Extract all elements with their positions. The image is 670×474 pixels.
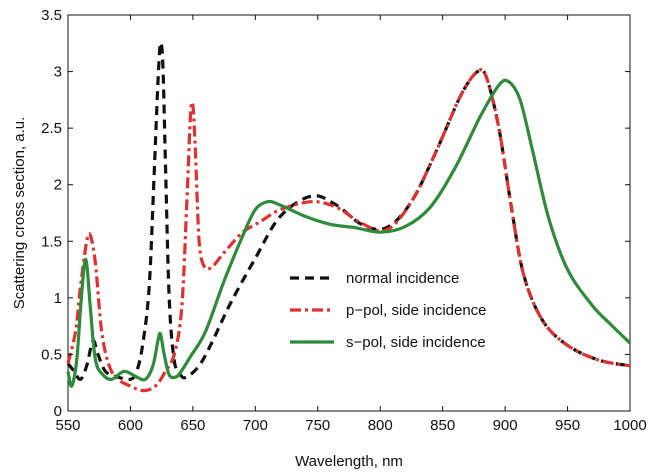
y-axis-ticks: 0 0.5 1 1.5 2 2.5 3 3.5 [41,7,630,420]
series-line-2 [66,68,631,393]
legend-label-1: normal incidence [346,270,459,287]
series-line-3 [66,78,632,388]
x-tick-label: 750 [305,417,330,434]
x-tick-label: 550 [55,417,80,434]
x-tick-label: 900 [493,417,518,434]
legend: normal incidence p−pol, side incidence s−p… [290,270,487,351]
x-tick-label: 700 [243,417,268,434]
y-tick-label: 0 [54,403,62,420]
plot-area [66,14,632,412]
y-tick-label: 1 [54,290,62,307]
y-tick-label: 1.5 [41,233,62,250]
legend-label-3: s−pol, side incidence [346,334,486,351]
y-axis-title: Scattering cross section, a.u. [11,117,28,310]
y-tick-label: 3.5 [41,7,62,24]
x-tick-label: 950 [555,417,580,434]
x-axis-ticks: 550 600 650 700 750 800 850 900 950 1000 [55,15,647,434]
x-tick-label: 800 [368,417,393,434]
y-tick-label: 2 [54,177,62,194]
legend-label-2: p−pol, side incidence [346,302,487,319]
y-tick-label: 0.5 [41,346,62,363]
x-tick-label: 850 [430,417,455,434]
x-tick-label: 1000 [613,417,646,434]
x-tick-label: 600 [118,417,143,434]
series-layer [66,41,632,393]
x-axis-title: Wavelength, nm [295,453,403,470]
y-tick-label: 2.5 [41,120,62,137]
x-tick-label: 650 [180,417,205,434]
y-tick-label: 3 [54,64,62,81]
